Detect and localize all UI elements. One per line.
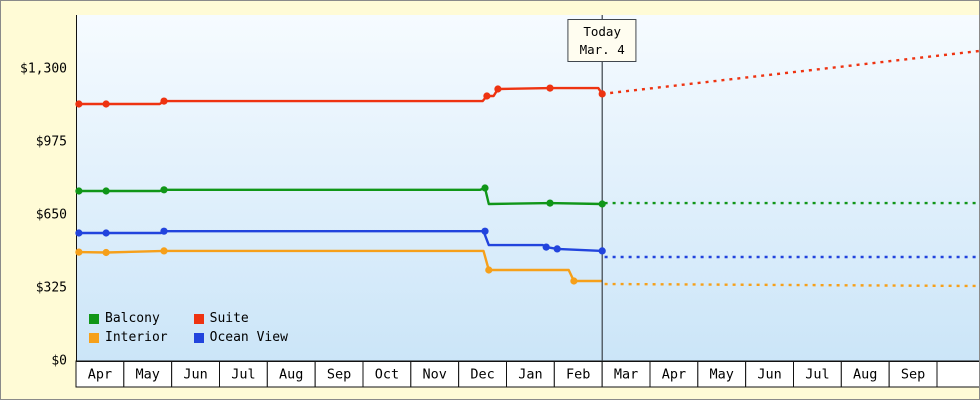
series-ocean-view-marker (75, 229, 83, 237)
series-interior-marker (160, 247, 168, 255)
x-axis-month-label: Aug (279, 367, 303, 383)
suite-swatch-icon (193, 313, 204, 324)
series-ocean-view-marker (542, 243, 550, 251)
x-axis-month-cell (171, 360, 220, 388)
legend-item-suite[interactable]: Suite (193, 311, 288, 326)
series-interior-marker (102, 248, 110, 257)
x-axis-month-cell (410, 360, 460, 388)
series-suite-marker (483, 92, 491, 100)
series-ocean-view-marker (481, 227, 489, 235)
x-axis-month-label: Jul (805, 367, 829, 383)
series-suite-marker (75, 100, 83, 108)
series-suite-marker (160, 97, 168, 105)
series-suite-marker (494, 85, 502, 93)
series-suite-marker (102, 100, 110, 108)
series-balcony-marker (160, 186, 168, 194)
series-suite-marker (598, 90, 606, 98)
x-axis-month-label: Apr (88, 367, 112, 383)
series-ocean-view-marker (553, 245, 561, 253)
x-axis-month-label: May (136, 367, 160, 383)
x-axis-month-cell (75, 360, 125, 388)
x-axis-month-label: Jun (757, 367, 781, 383)
plot-area (76, 15, 979, 361)
x-axis-month-label: Apr (662, 367, 686, 383)
interior-swatch-icon (89, 332, 99, 343)
x-axis-month-label: Oct (375, 367, 399, 383)
legend: Balcony Suite Interior Ocean View (89, 311, 288, 345)
series-ocean-view-marker (102, 229, 110, 237)
legend-item-balcony[interactable]: Balcony (89, 311, 168, 326)
x-axis-month-cell (793, 360, 842, 388)
series-balcony-marker (481, 184, 489, 192)
x-axis-month-cell (362, 360, 412, 388)
x-axis-month-label: Sep (327, 367, 351, 383)
series-interior-marker (75, 248, 83, 256)
series-interior-marker (485, 266, 493, 274)
series-balcony-marker (75, 187, 83, 195)
legend-label: Interior (105, 330, 168, 345)
today-label-line1: Today (583, 24, 621, 39)
series-interior-forecast-line (604, 282, 979, 288)
balcony-swatch-icon (89, 313, 99, 324)
legend-item-interior[interactable]: Interior (89, 330, 168, 345)
x-axis-month-label: Feb (566, 367, 590, 383)
series-balcony-marker (102, 187, 110, 195)
x-axis-month-label: Jun (183, 367, 207, 383)
series-balcony-marker (598, 200, 606, 208)
series-balcony-marker (546, 199, 554, 207)
series-interior-marker (570, 277, 578, 285)
x-axis-month-label: Dec (470, 367, 494, 383)
today-label-line2: Mar. 4 (579, 41, 625, 57)
legend-item-ocean-view[interactable]: Ocean View (193, 330, 288, 345)
x-axis-month-cell-partial (936, 360, 979, 388)
legend-label: Suite (209, 311, 249, 326)
series-ocean-view-marker (598, 247, 606, 255)
x-axis-month-label: May (710, 367, 734, 383)
legend-label: Ocean View (209, 330, 288, 345)
series-suite-marker (546, 84, 554, 92)
x-axis-month-label: Jul (231, 367, 255, 383)
legend-label: Balcony (105, 311, 160, 326)
x-axis-month-cell (649, 360, 699, 388)
ocean-view-swatch-icon (193, 332, 204, 343)
x-axis-month-label: Sep (901, 367, 925, 383)
today-label: Today Mar. 4 (567, 19, 637, 62)
x-axis-month-cell (697, 360, 747, 388)
x-axis-month-label: Jan (518, 367, 542, 383)
x-axis-month-cell (506, 360, 555, 388)
x-axis-month-cell (458, 360, 508, 388)
x-axis-month-label: Nov (423, 367, 447, 383)
x-axis-month-label: Mar (614, 367, 638, 383)
x-axis-month-label: Aug (853, 367, 877, 383)
series-ocean-view-marker (160, 227, 168, 235)
x-axis-month-cell (553, 360, 603, 388)
